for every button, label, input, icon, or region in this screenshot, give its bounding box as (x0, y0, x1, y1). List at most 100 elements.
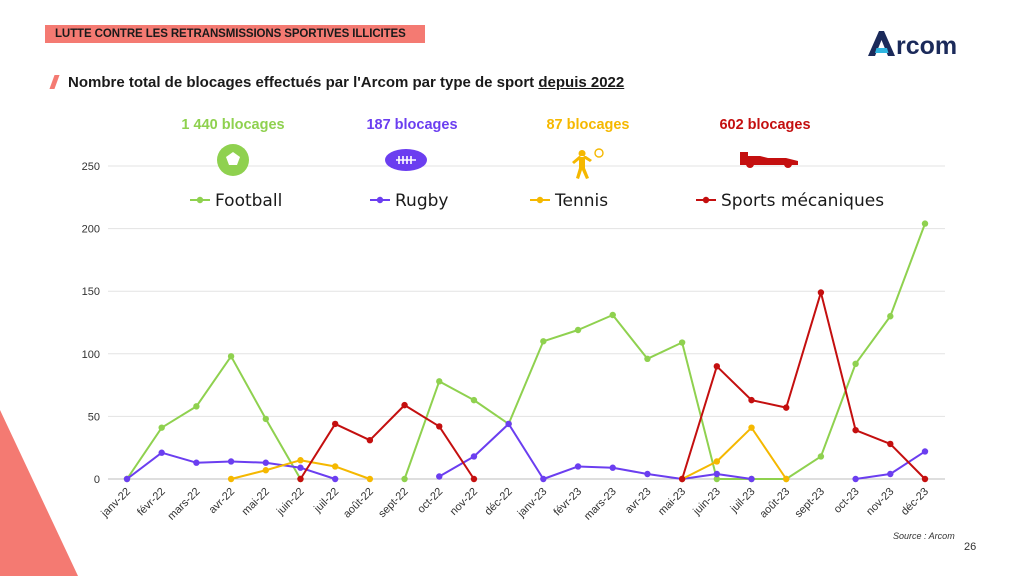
data-point (436, 473, 443, 480)
arcom-logo: rcom (868, 31, 957, 60)
data-point (297, 464, 304, 471)
data-point (783, 475, 790, 483)
data-point (123, 475, 131, 483)
x-tick-label: août-22 (341, 486, 376, 521)
legend-marker (702, 196, 710, 204)
data-point (713, 363, 721, 370)
legend-label: Tennis (554, 191, 608, 211)
data-point (609, 311, 616, 319)
data-point (713, 458, 721, 465)
data-point (505, 420, 512, 428)
section-banner: LUTTE CONTRE LES RETRANSMISSIONS SPORTIV… (45, 25, 425, 43)
legend-label: Sports mécaniques (721, 191, 884, 211)
x-tick-label: mars-22 (166, 486, 203, 523)
x-tick-label: août-23 (757, 486, 792, 521)
data-point (817, 289, 825, 296)
race-car-icon (740, 152, 798, 168)
x-tick-label: avr-22 (207, 486, 238, 517)
data-point (540, 475, 547, 483)
x-tick-label: févr-22 (135, 486, 168, 519)
data-point (297, 457, 304, 464)
data-point (436, 378, 443, 385)
data-point (470, 396, 478, 404)
data-point (852, 360, 859, 368)
data-point (678, 475, 686, 483)
data-point (644, 355, 651, 363)
data-point (331, 463, 339, 470)
data-point (193, 459, 200, 466)
data-point (678, 339, 686, 346)
data-point (331, 475, 339, 483)
data-point (887, 440, 894, 448)
legend-marker (536, 196, 544, 204)
legend-marker (196, 196, 204, 204)
x-tick-label: déc-23 (899, 486, 931, 518)
tennis-player-icon (572, 148, 604, 179)
x-tick-label: mai-22 (240, 486, 272, 518)
data-point (852, 426, 859, 434)
logo-a-mark (868, 31, 895, 56)
data-point (783, 404, 790, 411)
x-tick-label: nov-23 (864, 486, 896, 518)
data-point (297, 475, 304, 483)
y-tick-label: 250 (82, 161, 100, 173)
data-point (748, 475, 755, 483)
x-tick-label: déc-22 (483, 486, 515, 518)
x-tick-label: juin-23 (690, 486, 723, 519)
data-point (366, 436, 374, 444)
x-tick-label: sept-22 (376, 486, 410, 520)
data-point (470, 453, 478, 460)
y-tick-label: 100 (82, 349, 100, 361)
data-point (887, 313, 894, 320)
data-point (887, 470, 894, 478)
page-number: 26 (964, 541, 977, 553)
x-tick-label: févr-23 (551, 486, 584, 519)
american-football-icon (385, 149, 427, 171)
legend-label: Football (215, 191, 282, 211)
total-label: 1 440 blocages (181, 117, 284, 133)
data-point (748, 396, 755, 404)
data-point (227, 458, 235, 465)
series-line-3 (681, 291, 926, 480)
data-point (609, 464, 616, 471)
x-tick-label: sept-23 (793, 486, 827, 520)
data-point (852, 475, 859, 483)
svg-text:rcom: rcom (896, 32, 957, 60)
data-point (644, 470, 651, 478)
source-note: Source : Arcom (893, 531, 955, 541)
data-point (262, 415, 269, 423)
data-point (436, 423, 443, 430)
x-tick-label: juil-22 (311, 486, 341, 516)
soccer-ball-icon (217, 144, 249, 176)
data-point (193, 403, 200, 410)
data-point (921, 475, 929, 483)
total-label: 87 blocages (546, 117, 629, 133)
x-tick-label: mai-23 (656, 486, 688, 518)
data-point (713, 470, 721, 478)
x-tick-label: avr-23 (623, 486, 654, 517)
legend-label: Rugby (395, 191, 448, 211)
data-point (540, 338, 547, 345)
x-tick-label: janv-22 (98, 486, 133, 521)
series-line-0 (126, 355, 302, 480)
data-point (401, 401, 408, 409)
data-point (574, 463, 582, 470)
data-point (817, 453, 825, 460)
data-point (158, 424, 165, 431)
x-tick-label: oct-22 (415, 486, 445, 516)
y-tick-label: 50 (88, 411, 100, 423)
series-line-0 (403, 223, 926, 480)
x-tick-label: nov-22 (448, 486, 480, 518)
data-point (366, 475, 374, 483)
data-point (713, 475, 721, 483)
data-point (921, 220, 929, 227)
legend-marker (376, 196, 384, 204)
x-tick-label: juil-23 (728, 486, 758, 516)
series-line-1 (438, 422, 752, 480)
data-point (227, 353, 235, 360)
data-point (470, 475, 478, 483)
total-label: 187 blocages (366, 117, 457, 133)
data-point (748, 424, 755, 431)
data-point (262, 467, 269, 474)
